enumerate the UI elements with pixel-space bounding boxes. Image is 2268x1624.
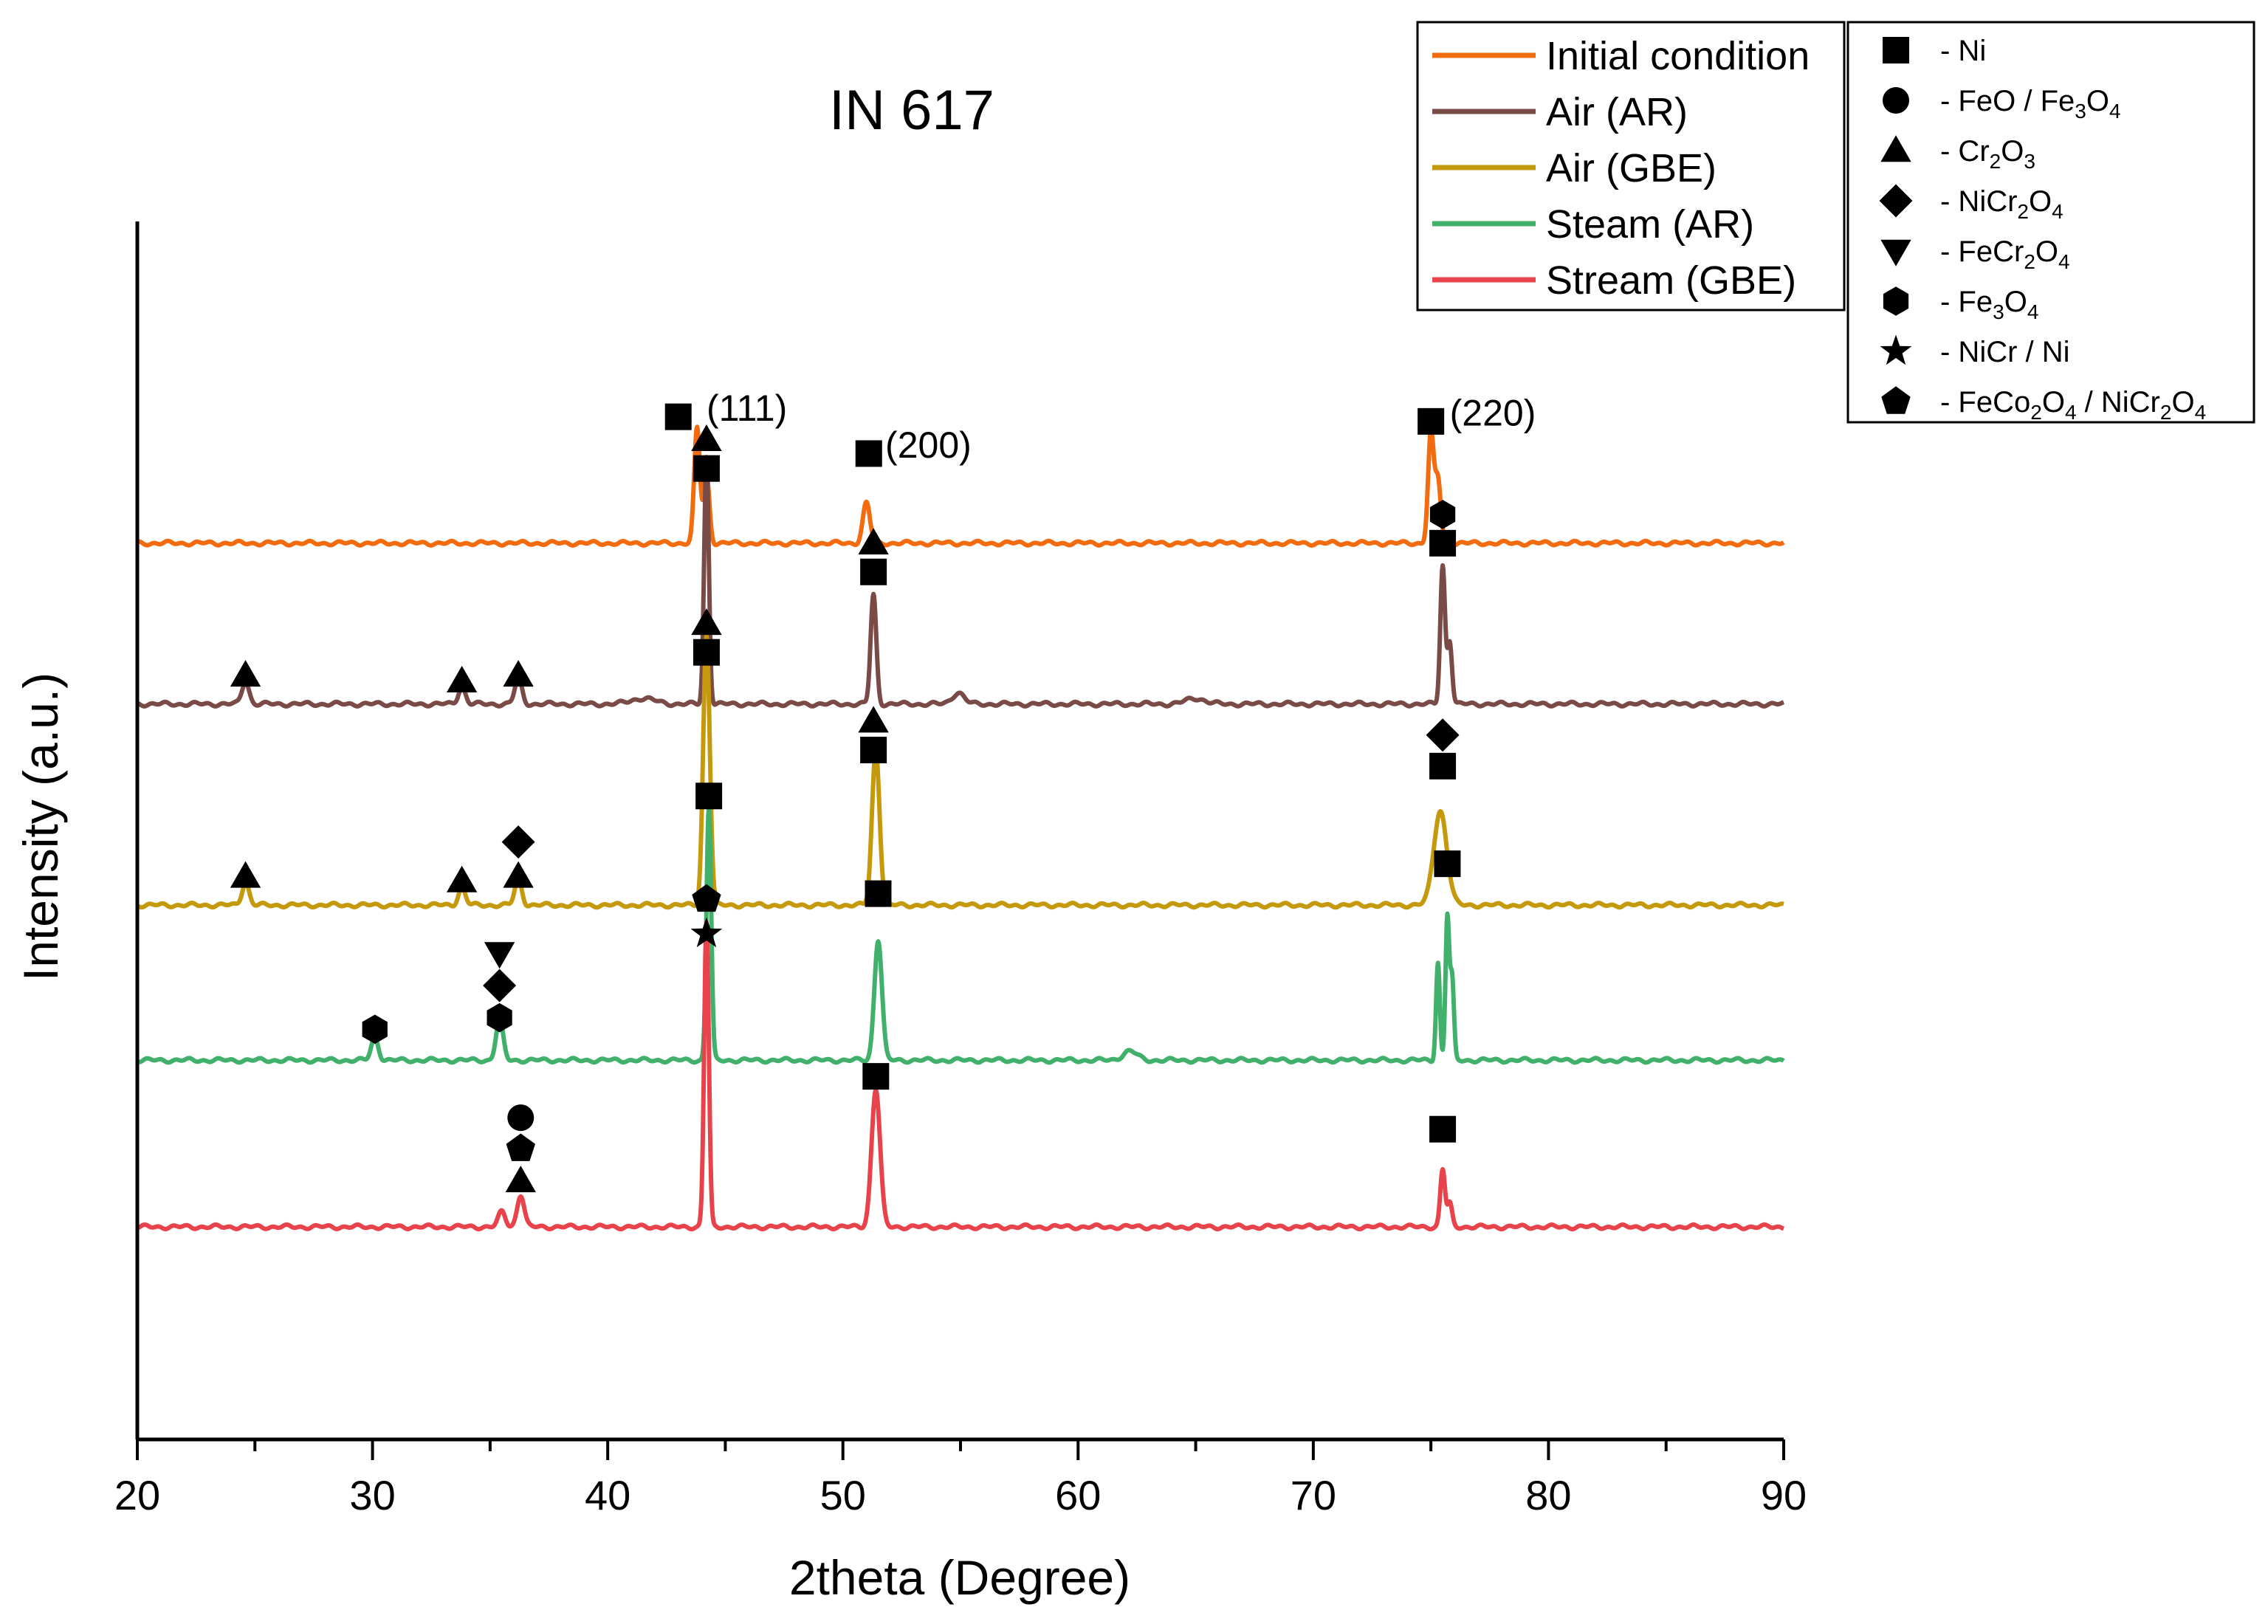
peak-marker-diamond	[501, 825, 535, 859]
peak-marker-square	[1429, 752, 1457, 780]
x-tick-layer: 20 30 40 50 60 70 80 90	[114, 1439, 1807, 1518]
peak-marker-diamond	[483, 968, 517, 1002]
peak-marker-pentagon	[692, 884, 721, 912]
peak-marker-triangle-up	[858, 528, 889, 555]
series-line-stream-gbe	[135, 920, 1786, 1232]
phase-legend-diamond-icon	[1879, 184, 1913, 218]
legend-label: Air (AR)	[1546, 90, 1688, 134]
x-axis-title: 2theta (Degree)	[789, 1550, 1130, 1605]
peak-marker-square	[860, 558, 887, 585]
legend-label: Air (GBE)	[1546, 146, 1717, 190]
phase-legend-label: - FeO / Fe3O4	[1940, 85, 2121, 123]
phase-legend-square-icon	[1883, 37, 1909, 63]
series-line-steam-ar	[135, 805, 1786, 1065]
peak-marker-square	[664, 403, 692, 430]
x-tick-label: 50	[820, 1472, 866, 1518]
x-tick-label: 40	[585, 1472, 630, 1518]
legend-label: Steam (AR)	[1546, 202, 1754, 247]
phase-legend: - Ni - FeO / Fe3O4 - Cr2O3 - NiCr2O4 - FeCr2…	[1846, 21, 2255, 424]
phase-legend-frame	[1846, 21, 2255, 424]
peak-marker-square	[693, 639, 720, 666]
phase-legend-circle-icon	[1883, 87, 1909, 114]
peak-marker-pentagon	[506, 1133, 535, 1161]
hkl-label: (200)	[885, 424, 972, 466]
plot-area: (111) (200) (220)	[135, 388, 1786, 1232]
phase-legend-triangle-down-icon	[1880, 239, 1911, 266]
legend-label: Stream (GBE)	[1546, 258, 1796, 303]
phase-legend-label: - FeCr2O4	[1940, 235, 2070, 273]
peak-marker-square	[855, 440, 882, 467]
peak-marker-square	[862, 1063, 890, 1090]
phase-legend-triangle-up-icon	[1880, 135, 1911, 162]
phase-legend-label: - NiCr / Ni	[1940, 336, 2070, 368]
peak-marker-square	[1429, 1115, 1457, 1143]
x-tick-label: 80	[1525, 1472, 1571, 1518]
phase-legend-label: - FeCo2O4 / NiCr2O4	[1940, 386, 2206, 424]
peak-marker-triangle-up	[691, 424, 722, 452]
peak-marker-triangle-up	[230, 660, 261, 687]
phase-legend-pentagon-icon	[1881, 386, 1911, 414]
phase-legend-label: - NiCr2O4	[1940, 185, 2063, 223]
peak-marker-square	[860, 737, 887, 764]
hkl-label: (220)	[1450, 392, 1536, 433]
peak-marker-square	[865, 880, 892, 907]
y-axis-title: Intensity (a.u.)	[13, 672, 68, 981]
x-tick-label: 30	[349, 1472, 395, 1518]
phase-legend-label: - Ni	[1940, 35, 1986, 67]
phase-legend-hexagon-icon	[1883, 286, 1909, 316]
series-legend: Initial condition Air (AR) Air (GBE) Steam …	[1416, 21, 1846, 312]
x-tick-label: 60	[1055, 1472, 1101, 1518]
peak-marker-square	[1434, 850, 1461, 878]
series-line-air-ar	[135, 455, 1786, 709]
peak-marker-triangle-up	[446, 665, 478, 692]
legend-label: Initial condition	[1546, 34, 1810, 78]
peak-marker-circle	[507, 1104, 535, 1132]
peak-marker-triangle-up	[503, 660, 534, 687]
peak-marker-diamond	[1426, 718, 1460, 752]
chart-title: IN 617	[829, 79, 994, 142]
series-line-initial-condition	[135, 424, 1786, 548]
phase-legend-star-icon	[1880, 334, 1912, 365]
peak-marker-hexagon	[487, 1002, 512, 1033]
peak-marker-triangle-up	[503, 861, 534, 888]
peak-marker-triangle-up	[230, 861, 261, 888]
hkl-label: (111)	[707, 388, 787, 429]
peak-marker-triangle-down	[484, 942, 515, 969]
peak-marker-square	[693, 455, 720, 482]
phase-legend-label: - Fe3O4	[1940, 286, 2038, 323]
x-tick-label: 90	[1761, 1472, 1807, 1518]
peak-marker-square	[1418, 407, 1445, 435]
series-line-air-gbe	[135, 633, 1786, 910]
peak-marker-hexagon	[362, 1014, 388, 1045]
peak-marker-hexagon	[1429, 500, 1456, 529]
peak-marker-triangle-up	[858, 706, 889, 733]
peak-marker-star	[690, 917, 723, 948]
peak-marker-square	[1429, 529, 1457, 557]
series-layer	[135, 424, 1786, 1232]
x-tick-label: 20	[114, 1472, 160, 1518]
peak-marker-triangle-up	[446, 865, 478, 892]
annotation-layer: (111) (200) (220)	[707, 388, 1536, 466]
phase-legend-label: - Cr2O3	[1940, 135, 2035, 173]
x-tick-label: 70	[1291, 1472, 1336, 1518]
peak-marker-triangle-up	[505, 1166, 536, 1193]
peak-marker-triangle-up	[691, 608, 722, 636]
marker-layer	[230, 403, 1461, 1193]
peak-marker-square	[695, 782, 723, 810]
